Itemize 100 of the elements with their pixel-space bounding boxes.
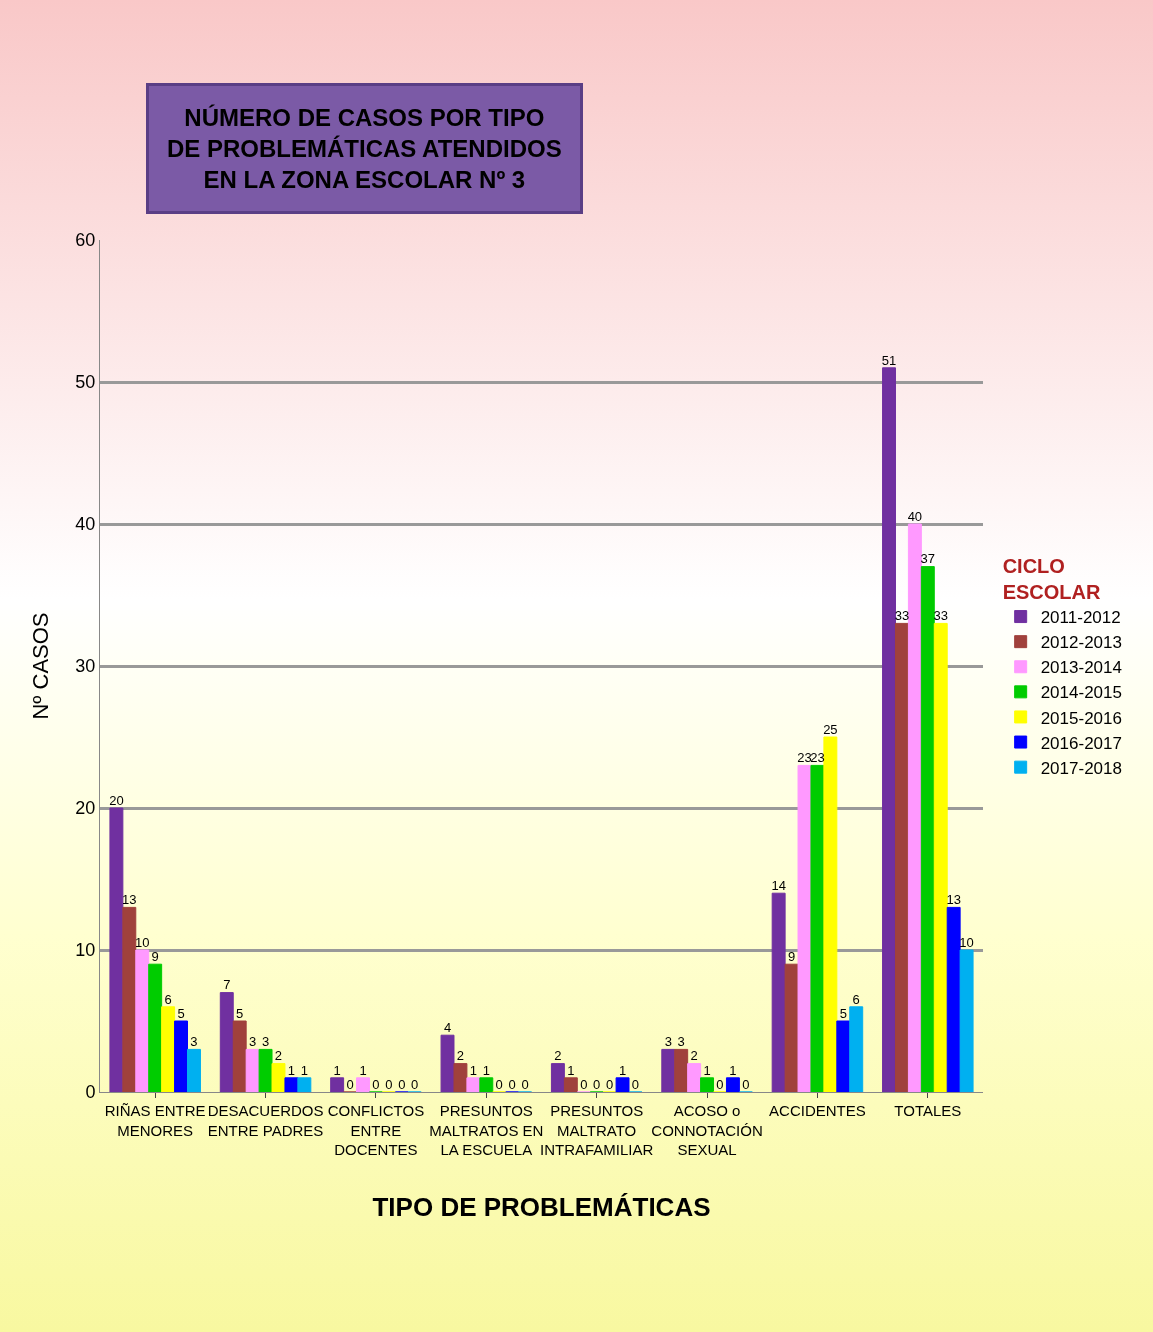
legend-label: 2017-2018 xyxy=(1040,758,1122,778)
bar xyxy=(330,1077,345,1092)
data-label: 0 xyxy=(398,1076,406,1092)
bar xyxy=(161,1006,176,1092)
y-axis-title: Nº CASOS xyxy=(28,612,54,720)
legend-label: 2011-2012 xyxy=(1040,608,1121,628)
data-label: 9 xyxy=(787,948,796,964)
data-label: 13 xyxy=(122,892,137,908)
legend-label: 2016-2017 xyxy=(1040,733,1122,753)
data-label: 0 xyxy=(606,1076,614,1092)
data-label: 1 xyxy=(333,1062,341,1078)
y-tick-label: 10 xyxy=(75,940,96,961)
bar xyxy=(810,764,825,1092)
bar xyxy=(550,1063,565,1092)
y-tick-label: 30 xyxy=(75,656,96,677)
data-label: 0 xyxy=(495,1076,503,1092)
bar xyxy=(479,1077,494,1092)
bar xyxy=(959,949,974,1092)
bar xyxy=(258,1048,273,1092)
x-tick-label: ACCIDENTES xyxy=(769,1102,866,1119)
data-label: 5 xyxy=(177,1005,185,1021)
bar xyxy=(920,566,935,1092)
data-label: 0 xyxy=(631,1076,640,1092)
y-tick-label: 50 xyxy=(75,372,96,393)
data-label: 14 xyxy=(771,877,786,893)
data-label: 1 xyxy=(618,1062,627,1078)
bar xyxy=(797,764,812,1092)
bar xyxy=(297,1077,312,1092)
x-tick-label: TOTALES xyxy=(894,1102,962,1119)
bar xyxy=(687,1063,702,1092)
bar xyxy=(823,736,838,1092)
data-label: 0 xyxy=(593,1076,601,1092)
data-label: 25 xyxy=(823,721,838,737)
data-label: 0 xyxy=(508,1076,516,1092)
x-axis-title: TIPO DE PROBLEMÁTICAS xyxy=(372,1191,711,1222)
data-label: 3 xyxy=(677,1034,685,1050)
y-tick-label: 0 xyxy=(85,1082,96,1103)
data-label: 6 xyxy=(852,991,860,1007)
bar xyxy=(563,1077,578,1092)
bar xyxy=(135,949,150,1092)
data-label: 5 xyxy=(236,1005,244,1021)
data-label: 0 xyxy=(716,1076,724,1092)
bar xyxy=(174,1020,189,1092)
data-label: 37 xyxy=(920,551,936,567)
bar xyxy=(122,906,137,1092)
data-label: 51 xyxy=(881,352,897,368)
y-tick-label: 20 xyxy=(75,798,96,819)
data-label: 5 xyxy=(839,1005,847,1021)
bar xyxy=(933,622,948,1092)
legend-label: 2012-2013 xyxy=(1040,633,1122,653)
data-label: 1 xyxy=(729,1062,737,1078)
data-label: 7 xyxy=(223,977,231,993)
data-label: 0 xyxy=(372,1076,380,1092)
data-label: 3 xyxy=(190,1034,198,1050)
data-label: 6 xyxy=(164,991,172,1007)
data-label: 3 xyxy=(664,1034,672,1050)
data-label: 3 xyxy=(249,1034,257,1050)
data-label: 40 xyxy=(907,508,923,524)
data-label: 1 xyxy=(287,1062,296,1078)
chart-title: NÚMERO DE CASOS POR TIPO DE PROBLEMÁTICAS ATENDIDOS EN LA ZONA ESCOLAR Nº 3 xyxy=(167,104,562,194)
bar xyxy=(784,963,799,1092)
data-label: 0 xyxy=(385,1076,393,1092)
bar xyxy=(894,622,909,1092)
legend-title: CICLO ESCOLAR xyxy=(1002,555,1101,603)
x-tick-label: RIÑAS ENTRE MENORES xyxy=(104,1102,206,1139)
data-label: 1 xyxy=(482,1062,490,1078)
data-label: 1 xyxy=(469,1062,477,1078)
data-label: 2 xyxy=(456,1048,465,1064)
bar xyxy=(109,807,124,1092)
data-label: 2 xyxy=(554,1048,562,1064)
data-label: 1 xyxy=(703,1062,711,1078)
bar xyxy=(219,992,234,1092)
bar xyxy=(836,1020,851,1092)
data-label: 0 xyxy=(346,1076,354,1092)
data-label: 1 xyxy=(300,1062,308,1078)
bar xyxy=(284,1077,299,1092)
data-label: 0 xyxy=(521,1076,529,1092)
bar xyxy=(771,892,786,1092)
y-tick-label: 40 xyxy=(75,514,96,535)
bar xyxy=(271,1063,286,1092)
data-label: 1 xyxy=(359,1062,367,1078)
bar xyxy=(615,1077,630,1092)
legend-label: 2015-2016 xyxy=(1040,708,1122,728)
bar xyxy=(700,1077,715,1092)
data-label: 10 xyxy=(135,934,150,950)
y-tick-label: 60 xyxy=(75,230,96,251)
data-label: 4 xyxy=(443,1019,452,1035)
data-label: 3 xyxy=(261,1034,270,1050)
data-label: 2 xyxy=(690,1048,698,1064)
data-label: 23 xyxy=(797,750,812,766)
bar xyxy=(440,1034,455,1092)
data-label: 20 xyxy=(109,792,124,808)
bar xyxy=(661,1048,676,1092)
bar xyxy=(725,1077,740,1092)
bar xyxy=(148,963,163,1092)
bar xyxy=(882,367,896,1092)
data-label: 1 xyxy=(567,1062,575,1078)
bar xyxy=(907,523,922,1092)
data-label: 0 xyxy=(580,1076,588,1092)
x-tick-label: DESACUERDOS ENTRE PADRES xyxy=(207,1102,324,1139)
